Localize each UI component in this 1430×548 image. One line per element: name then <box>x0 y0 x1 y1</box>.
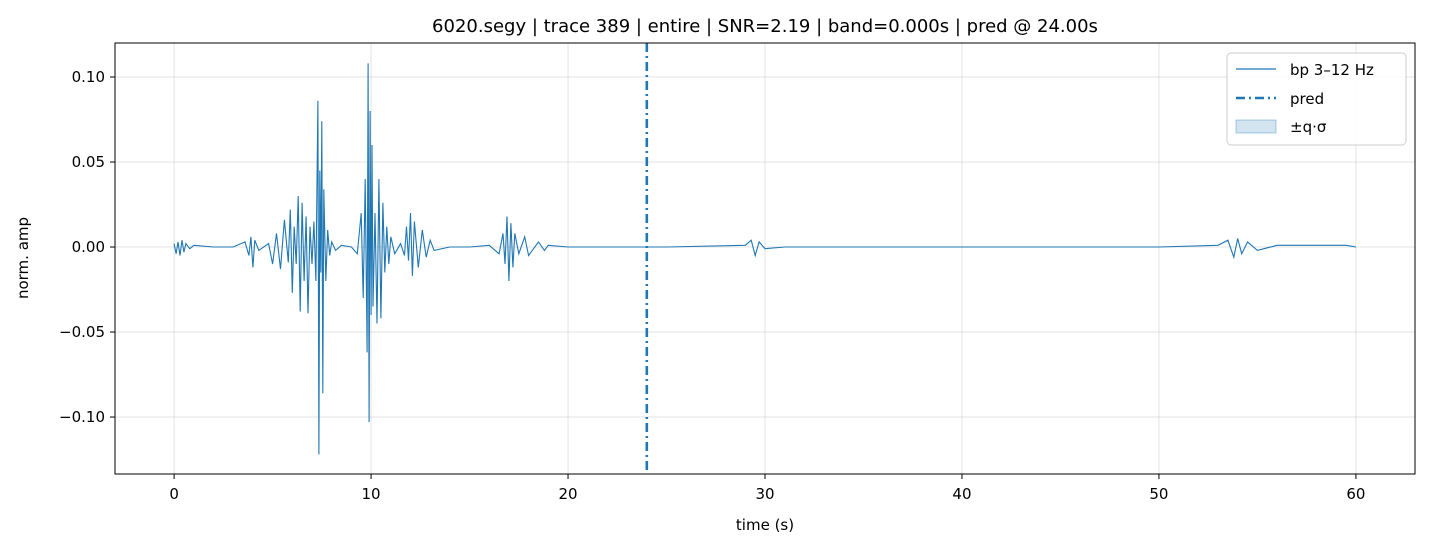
y-tick-label: 0.00 <box>72 238 105 256</box>
y-tick-label: 0.10 <box>72 68 105 86</box>
x-axis: 0 10 20 30 40 50 60 <box>169 474 1365 503</box>
y-axis-label: norm. amp <box>14 217 32 299</box>
x-axis-label: time (s) <box>736 516 794 534</box>
legend-label-pred: pred <box>1290 90 1324 108</box>
x-tick-label: 0 <box>169 485 179 503</box>
chart-title: 6020.segy | trace 389 | entire | SNR=2.1… <box>432 16 1098 37</box>
grid <box>115 43 1415 474</box>
legend-band-icon <box>1235 119 1277 134</box>
legend: bp 3–12 Hz pred ±q·σ <box>1226 52 1407 146</box>
legend-box <box>1226 52 1407 146</box>
x-tick-label: 60 <box>1346 485 1365 503</box>
legend-label-band: ±q·σ <box>1290 118 1327 136</box>
legend-label-trace: bp 3–12 Hz <box>1290 61 1374 79</box>
y-tick-label: 0.05 <box>72 153 105 171</box>
y-tick-label: −0.05 <box>59 323 105 341</box>
y-axis: −0.10 −0.05 0.00 0.05 0.10 <box>59 68 115 426</box>
x-tick-label: 50 <box>1149 485 1168 503</box>
x-tick-label: 10 <box>362 485 381 503</box>
x-tick-label: 40 <box>952 485 971 503</box>
trace-line <box>173 63 1356 455</box>
y-tick-label: −0.10 <box>59 408 105 426</box>
x-tick-label: 30 <box>755 485 774 503</box>
x-tick-label: 20 <box>558 485 577 503</box>
